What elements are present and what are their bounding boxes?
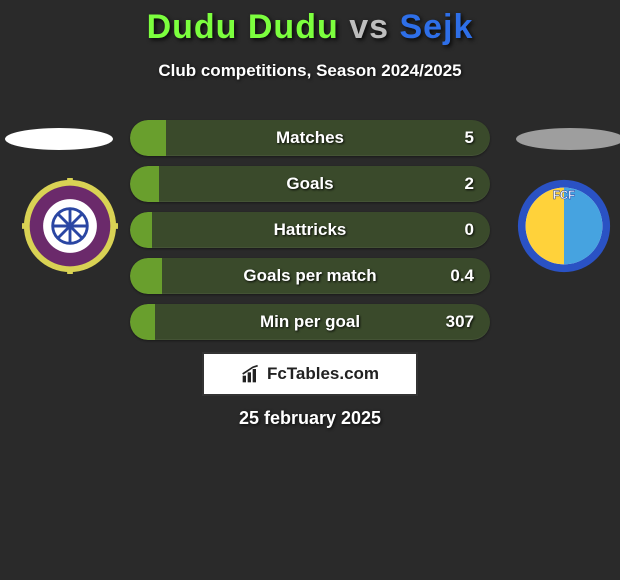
club-badge-right-svg: FCF [516,178,612,274]
badge-right-text: FCF [553,190,575,202]
right-oval [516,128,620,150]
stat-value: 5 [465,128,474,148]
club-badge-left-svg [22,178,118,274]
comparison-card: Dudu Dudu vs Sejk Club competitions, Sea… [0,0,620,580]
page-title: Dudu Dudu vs Sejk [0,0,620,47]
stat-row: Goals per match 0.4 [130,258,490,294]
stat-row: Matches 5 [130,120,490,156]
stat-label: Goals [286,174,333,194]
club-badge-left [22,178,118,274]
left-oval [5,128,113,150]
right-side: FCF [515,128,620,274]
source-text: FcTables.com [267,364,379,384]
subtitle: Club competitions, Season 2024/2025 [0,61,620,81]
stat-fill [130,212,152,248]
stats-block: Matches 5 Goals 2 Hattricks 0 Goals per match 0… [130,120,490,340]
stat-label: Hattricks [274,220,347,240]
stat-value: 0.4 [450,266,474,286]
chart-icon [241,364,261,384]
stat-fill [130,258,162,294]
source-badge: FcTables.com [202,352,418,396]
stat-fill [130,304,155,340]
stat-row: Min per goal 307 [130,304,490,340]
left-side [4,128,114,274]
stat-row: Goals 2 [130,166,490,202]
stat-value: 2 [465,174,474,194]
stat-fill [130,120,166,156]
stat-value: 307 [446,312,474,332]
club-badge-right: FCF [516,178,612,274]
date-text: 25 february 2025 [239,408,381,429]
player2-name: Sejk [399,8,473,46]
stat-label: Min per goal [260,312,360,332]
stat-row: Hattricks 0 [130,212,490,248]
vs-label: vs [349,8,389,46]
stat-label: Matches [276,128,344,148]
stat-fill [130,166,159,202]
stat-value: 0 [465,220,474,240]
player1-name: Dudu Dudu [147,8,339,46]
stat-label: Goals per match [243,266,376,286]
